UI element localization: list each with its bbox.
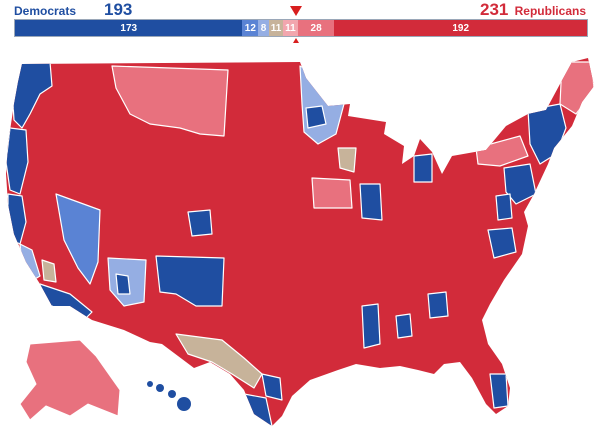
region-maine[interactable] — [559, 61, 594, 115]
segment-leans-rep[interactable]: 11 — [283, 20, 298, 36]
region-alaska[interactable] — [19, 339, 121, 421]
segment-tossup[interactable]: 11 — [268, 20, 284, 36]
segment-safe-dem[interactable]: 173 — [15, 20, 243, 36]
region-south-florida[interactable] — [489, 373, 509, 409]
majority-marker-icon — [290, 6, 302, 16]
seat-balance-bar: 173 12 8 11 11 28 192 — [14, 19, 588, 37]
region-michigan-detroit[interactable] — [413, 153, 433, 183]
segment-likely-dem[interactable]: 12 — [242, 20, 259, 36]
region-new-york-metro[interactable] — [503, 163, 537, 205]
segment-safe-dem-label: 173 — [120, 22, 138, 34]
hawaii-kauai — [147, 381, 153, 387]
democrats-total: 193 — [104, 0, 133, 19]
majority-marker-bottom-icon — [293, 38, 299, 43]
region-pennsylvania-philly[interactable] — [495, 193, 513, 221]
region-arizona-phoenix[interactable] — [115, 273, 131, 295]
region-hawaii[interactable] — [147, 381, 191, 411]
segment-tossup-label: 11 — [270, 22, 282, 34]
region-california-valley[interactable] — [41, 259, 57, 283]
region-iowa-east[interactable] — [311, 177, 353, 209]
region-new-mexico-north[interactable] — [155, 255, 225, 307]
seat-count-header: Democrats 193 231 Republicans 173 12 8 1… — [0, 0, 600, 43]
region-houston[interactable] — [261, 373, 283, 401]
region-nevada[interactable] — [55, 193, 101, 285]
region-denver[interactable] — [187, 209, 213, 237]
region-alabama-black-belt[interactable] — [395, 313, 413, 339]
congressional-district-map[interactable] — [0, 44, 600, 439]
region-minnesota-metro[interactable] — [305, 105, 327, 129]
segment-safe-rep[interactable]: 192 — [334, 20, 587, 36]
segment-leans-rep-label: 11 — [285, 22, 296, 34]
republicans-total: 231 — [480, 0, 509, 19]
segment-likely-dem-label: 12 — [244, 22, 256, 34]
democrats-label: Democrats — [14, 4, 77, 18]
hawaii-maui — [168, 390, 176, 398]
region-chicago[interactable] — [359, 183, 383, 221]
segment-likely-rep-label: 28 — [310, 22, 322, 34]
segment-leans-dem-label: 8 — [260, 22, 267, 34]
region-upstate-ny[interactable] — [475, 135, 529, 167]
segment-safe-rep-label: 192 — [452, 22, 470, 34]
region-oregon-coast[interactable] — [6, 127, 29, 195]
region-wisconsin[interactable] — [337, 147, 357, 173]
region-montana[interactable] — [111, 65, 229, 137]
republicans-label: Republicans — [514, 4, 586, 18]
region-atlanta[interactable] — [427, 291, 449, 319]
region-mississippi-delta[interactable] — [361, 303, 381, 349]
hawaii-oahu — [156, 384, 164, 392]
hawaii-big-island — [177, 397, 191, 411]
region-dc-virginia[interactable] — [487, 227, 517, 259]
segment-likely-rep[interactable]: 28 — [297, 20, 335, 36]
region-texas-tossup[interactable] — [175, 333, 263, 389]
segment-leans-dem[interactable]: 8 — [258, 20, 269, 36]
